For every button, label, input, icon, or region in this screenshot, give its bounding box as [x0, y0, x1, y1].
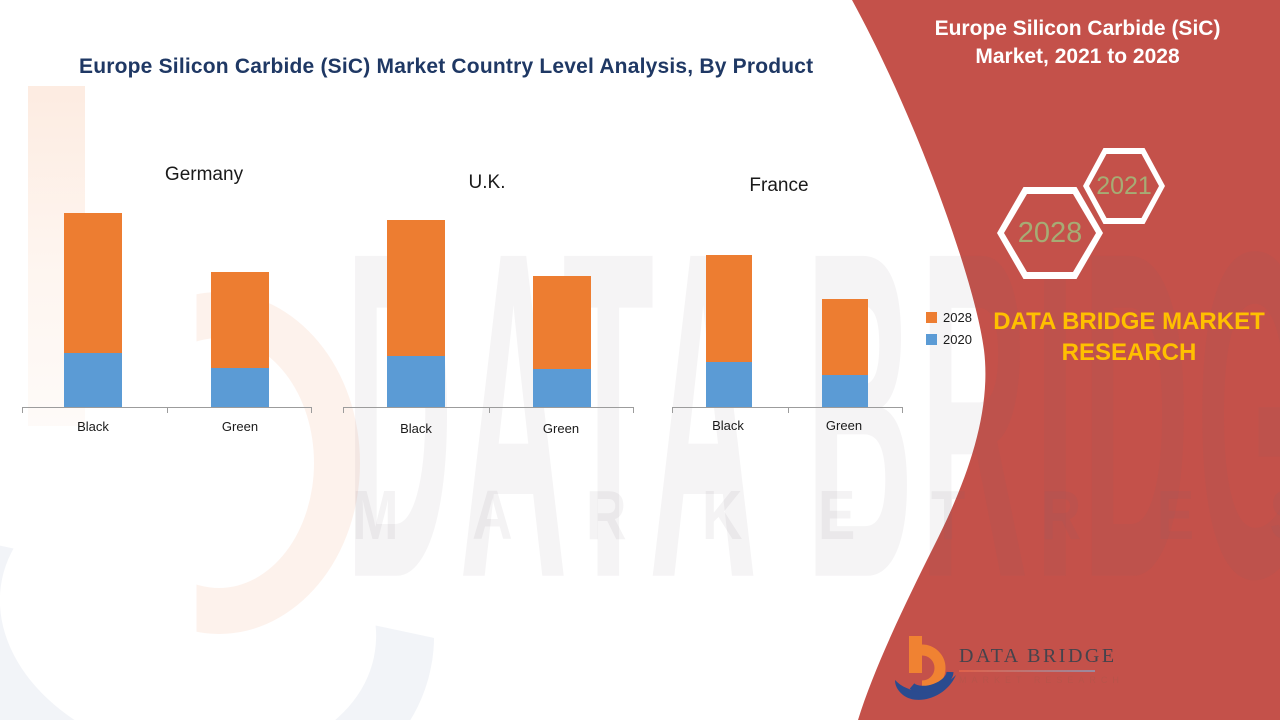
bar-segment-2020 [533, 369, 591, 407]
logo-bowl [921, 644, 946, 692]
bar-segment-2020 [64, 353, 122, 407]
chart-title-france: France [749, 175, 809, 196]
x-axis-uk [343, 407, 634, 414]
hexagon-border: 2028 [997, 187, 1103, 279]
bar-uk-black [387, 220, 445, 407]
brand-name-text: DATA BRIDGE MARKET RESEARCH [993, 308, 1265, 367]
hexagon-badge-2021: 2021 [1083, 148, 1165, 224]
data-bridge-logo-text: DATA BRIDGE MARKET RESEARCH [959, 645, 1124, 685]
bar-france-black [706, 255, 752, 407]
axis-tick [488, 408, 490, 413]
axis-tick [633, 408, 634, 413]
hexagon-label-2028: 2028 [1004, 194, 1096, 272]
logo-swoosh-arc [909, 671, 954, 693]
category-label-uk-green: Green [542, 421, 580, 436]
chart-title-germany: Germany [164, 164, 244, 185]
legend-label-2028: 2028 [943, 310, 972, 325]
x-axis-germany [22, 407, 312, 414]
bar-segment-2028 [64, 213, 122, 353]
bar-germany-black [64, 213, 122, 407]
legend: 2028 2020 [926, 311, 972, 355]
bar-segment-2020 [706, 362, 752, 407]
category-label-uk-black: Black [400, 421, 432, 436]
category-label-france-green: Green [825, 418, 863, 433]
right-panel-title: Europe Silicon Carbide (SiC) Market, 202… [934, 17, 1221, 69]
data-bridge-logo-icon [895, 636, 956, 700]
legend-swatch-2020 [926, 334, 937, 345]
bar-segment-2028 [211, 272, 269, 368]
hexagon-badge-2028: 2028 [997, 187, 1103, 279]
logo-divider [959, 670, 1095, 672]
page-title: Europe Silicon Carbide (SiC) Market Coun… [79, 55, 814, 78]
legend-item-2028: 2028 [926, 311, 972, 324]
axis-tick [787, 408, 789, 413]
legend-label-2020: 2020 [943, 332, 972, 347]
axis-tick [311, 408, 312, 413]
red-panel-path [852, 0, 1280, 720]
bar-segment-2028 [706, 255, 752, 362]
x-axis-france [672, 407, 903, 414]
axis-tick [672, 408, 673, 413]
logo-swoosh [895, 675, 956, 700]
bar-france-green [822, 299, 868, 407]
bar-segment-2020 [822, 375, 868, 407]
bar-uk-green [533, 276, 591, 407]
axis-tick [22, 408, 23, 413]
logo-subtitle: MARKET RESEARCH [959, 675, 1124, 685]
chart-title-uk: U.K. [468, 172, 506, 193]
bar-segment-2020 [387, 356, 445, 407]
axis-tick [343, 408, 344, 413]
category-label-germany-green: Green [221, 419, 259, 434]
category-label-france-black: Black [712, 418, 744, 433]
logo-name: DATA BRIDGE [959, 645, 1117, 667]
bar-segment-2020 [211, 368, 269, 407]
bar-segment-2028 [822, 299, 868, 375]
category-label-germany-black: Black [77, 419, 109, 434]
legend-item-2020: 2020 [926, 333, 972, 346]
axis-tick [167, 408, 168, 413]
legend-swatch-2028 [926, 312, 937, 323]
axis-tick [902, 408, 903, 413]
bar-germany-green [211, 272, 269, 407]
bar-segment-2028 [533, 276, 591, 369]
logo-stem [909, 636, 922, 673]
bar-segment-2028 [387, 220, 445, 356]
